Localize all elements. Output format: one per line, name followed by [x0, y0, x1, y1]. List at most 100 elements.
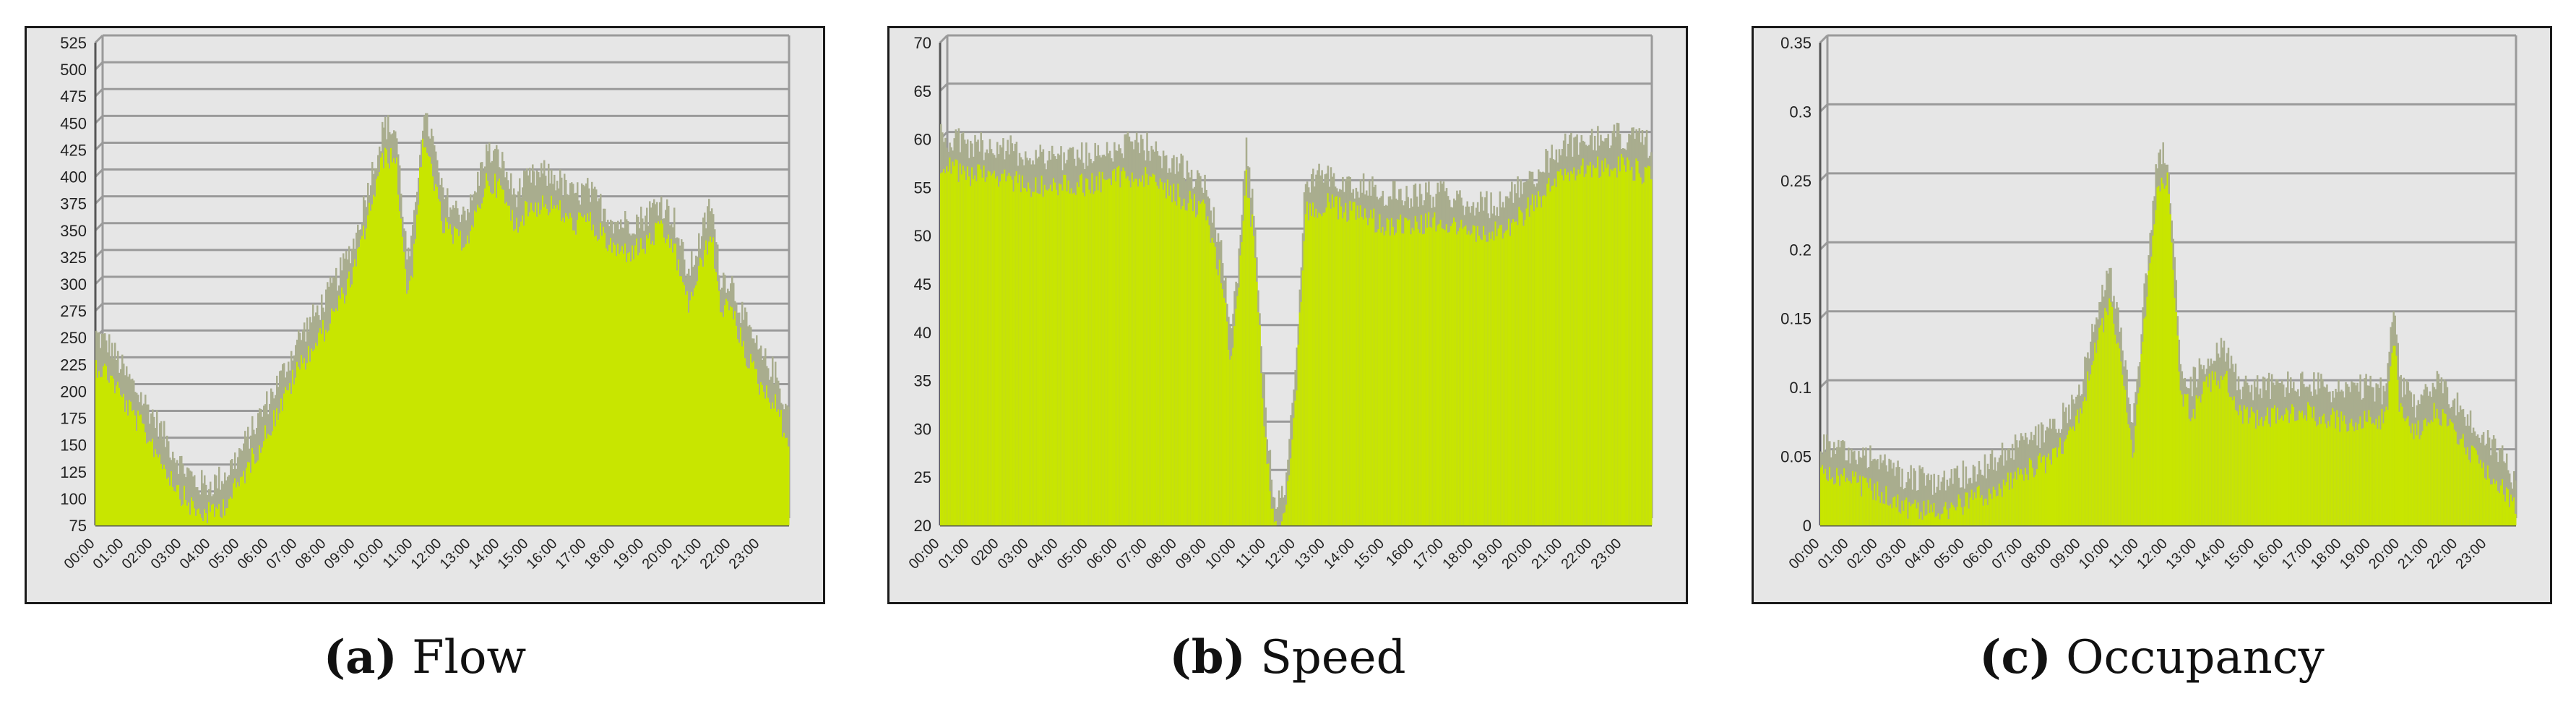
y-tick-label: 0.15 — [1780, 310, 1812, 328]
area-sample — [1107, 179, 1110, 525]
area-sample — [214, 517, 216, 525]
area-sample — [671, 238, 673, 525]
area-sample — [1014, 176, 1017, 525]
area-sample — [1439, 220, 1442, 525]
area-sample — [1262, 398, 1264, 525]
area-sample — [325, 330, 327, 525]
area-sample — [2403, 418, 2405, 525]
area-sample — [1275, 521, 1278, 525]
area-sample — [171, 470, 173, 525]
area-sample — [1894, 496, 1896, 525]
area-sample — [2272, 408, 2275, 525]
area-sample — [1090, 193, 1092, 525]
area-sample — [1342, 218, 1344, 525]
area-sample — [367, 215, 369, 525]
area-sample — [2436, 408, 2439, 525]
area-sample — [2416, 435, 2418, 525]
area-sample — [519, 226, 521, 525]
area-sample — [327, 332, 329, 525]
area-sample — [1879, 502, 1882, 525]
area-sample — [483, 197, 485, 525]
area-sample — [2398, 411, 2400, 525]
area-sample — [1093, 194, 1095, 525]
area-sample — [2433, 403, 2436, 525]
area-sample — [2252, 411, 2254, 525]
area-sample — [2437, 418, 2440, 525]
area-sample — [2452, 423, 2455, 525]
area-sample — [1290, 458, 1292, 525]
area-sample — [2507, 489, 2510, 525]
area-sample — [289, 383, 291, 525]
area-sample — [946, 166, 948, 525]
area-sample — [2392, 345, 2395, 525]
area-sample — [980, 169, 982, 525]
area-sample — [290, 393, 293, 525]
area-sample — [2291, 404, 2293, 525]
area-sample — [2021, 474, 2024, 525]
area-sample — [2501, 479, 2504, 525]
area-sample — [1371, 218, 1374, 525]
area-sample — [585, 222, 587, 525]
area-sample — [1511, 223, 1513, 525]
x-tick-label: 00:00 — [1786, 536, 1823, 572]
area-sample — [532, 210, 534, 525]
area-sample — [779, 416, 781, 525]
area-sample — [139, 415, 141, 525]
area-sample — [461, 250, 463, 525]
area-sample — [1190, 199, 1193, 525]
area-sample — [1491, 231, 1494, 525]
area-sample — [1877, 481, 1879, 525]
area-sample — [1056, 189, 1058, 525]
area-sample — [421, 167, 423, 525]
area-sample-shadow — [1269, 450, 1272, 525]
y-tick-label: 175 — [60, 410, 87, 428]
area-sample — [393, 158, 395, 525]
area-sample — [1613, 168, 1616, 525]
area-sample — [527, 216, 530, 525]
area-sample — [960, 174, 963, 525]
area-sample — [2306, 421, 2308, 525]
area-sample-shadow — [1946, 479, 1949, 525]
area-sample — [1104, 180, 1107, 525]
x-tick-label: 10:00 — [350, 536, 387, 572]
area-sample — [195, 515, 197, 525]
area-sample — [1887, 504, 1889, 525]
area-sample — [1949, 508, 1952, 525]
area-sample — [356, 266, 358, 525]
area-sample — [1353, 202, 1356, 525]
area-sample — [1407, 220, 1409, 525]
x-tick-label: 11:00 — [380, 536, 416, 572]
area-sample — [1049, 184, 1052, 525]
area-sample — [97, 377, 99, 525]
area-sample — [2233, 396, 2236, 525]
area-sample — [2447, 425, 2450, 525]
area-sample — [1101, 171, 1104, 525]
area-sample — [1311, 215, 1313, 525]
area-sample — [525, 200, 527, 525]
area-sample — [2256, 409, 2259, 525]
area-sample-shadow — [1897, 460, 1899, 525]
area-sample — [2471, 445, 2473, 525]
area-sample — [105, 366, 108, 525]
area-sample-shadow — [204, 475, 206, 525]
area-sample-shadow — [1927, 473, 1929, 525]
area-sample — [1284, 512, 1286, 525]
area-sample — [536, 216, 538, 525]
area-sample — [1524, 219, 1527, 525]
x-tick-label: 21:00 — [1528, 536, 1565, 572]
area-sample — [1562, 180, 1565, 525]
area-sample — [1204, 203, 1206, 525]
area-sample — [371, 204, 374, 525]
area-sample-shadow — [227, 476, 229, 525]
area-sample — [1389, 235, 1392, 525]
area-sample — [1535, 207, 1538, 525]
area-sample — [2423, 420, 2426, 525]
area-sample — [2481, 468, 2484, 525]
area-sample — [2097, 340, 2099, 525]
area-sample — [2095, 353, 2098, 525]
area-sample — [1280, 521, 1283, 525]
area-sample-shadow — [1952, 484, 1955, 525]
area-sample — [298, 366, 300, 525]
area-sample — [2207, 387, 2210, 525]
area-sample — [1242, 220, 1245, 525]
